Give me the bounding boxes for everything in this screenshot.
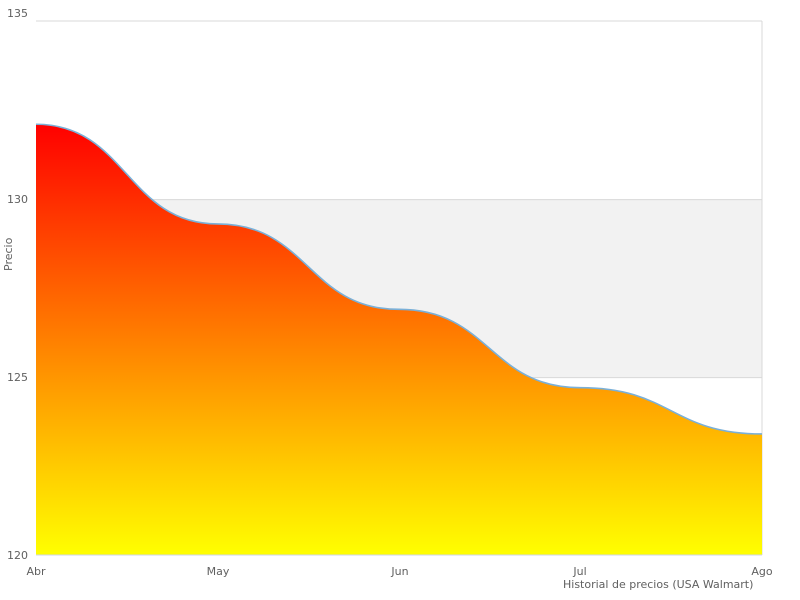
x-tick-label-may: May <box>206 565 230 578</box>
x-tick-label-ago: Ago <box>751 565 773 578</box>
price-area-fill <box>36 124 762 555</box>
y-tick-label-125: 125 <box>7 371 28 384</box>
x-tick-label-jun: Jun <box>391 565 409 578</box>
x-tick-label-abr: Abr <box>26 565 46 578</box>
y-tick-label-120: 120 <box>7 549 28 562</box>
y-axis-title: Precio <box>2 237 15 271</box>
y-tick-label-135: 135 <box>7 7 28 20</box>
price-line <box>36 123 762 435</box>
x-axis-title: Historial de precios (USA Walmart) <box>563 578 754 591</box>
y-tick-label-130: 130 <box>7 193 28 206</box>
x-tick-label-jul: Jul <box>573 565 587 578</box>
